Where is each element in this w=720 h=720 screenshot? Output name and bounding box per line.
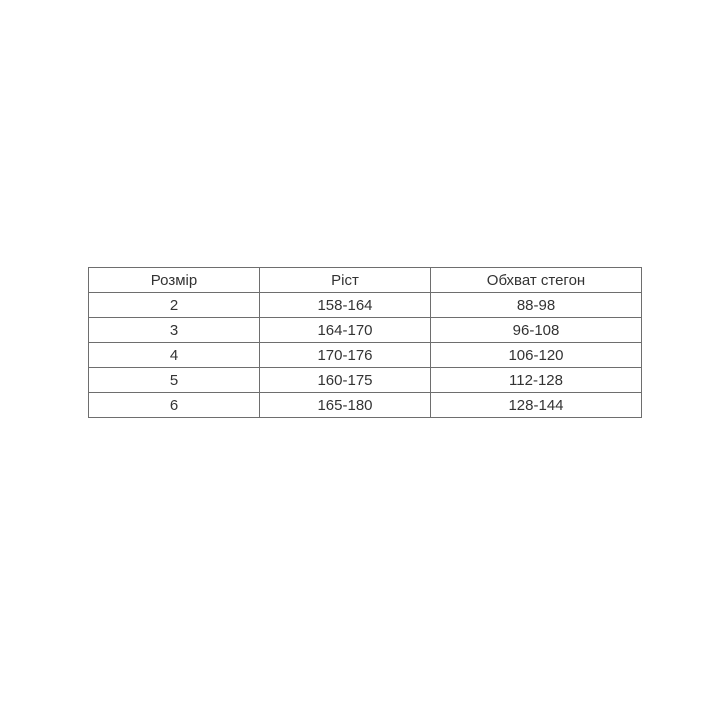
table-row: 6 165-180 128-144 — [88, 392, 642, 418]
cell-hip-girth: 88-98 — [430, 292, 642, 318]
cell-height: 165-180 — [259, 392, 431, 418]
table-row: 5 160-175 112-128 — [88, 367, 642, 393]
cell-hip-girth: 112-128 — [430, 367, 642, 393]
cell-height: 170-176 — [259, 342, 431, 368]
header-hip-girth: Обхват стегон — [430, 267, 642, 293]
cell-height: 164-170 — [259, 317, 431, 343]
cell-size: 4 — [88, 342, 260, 368]
table-row: 4 170-176 106-120 — [88, 342, 642, 368]
cell-size: 3 — [88, 317, 260, 343]
header-height: Ріст — [259, 267, 431, 293]
cell-height: 160-175 — [259, 367, 431, 393]
header-size: Розмір — [88, 267, 260, 293]
cell-height: 158-164 — [259, 292, 431, 318]
cell-hip-girth: 128-144 — [430, 392, 642, 418]
header-row: Розмір Ріст Обхват стегон — [88, 267, 642, 293]
size-table: Розмір Ріст Обхват стегон 2 158-164 88-98 3… — [88, 267, 642, 418]
cell-size: 5 — [88, 367, 260, 393]
cell-size: 6 — [88, 392, 260, 418]
cell-hip-girth: 96-108 — [430, 317, 642, 343]
cell-size: 2 — [88, 292, 260, 318]
table-row: 2 158-164 88-98 — [88, 292, 642, 318]
cell-hip-girth: 106-120 — [430, 342, 642, 368]
table-row: 3 164-170 96-108 — [88, 317, 642, 343]
